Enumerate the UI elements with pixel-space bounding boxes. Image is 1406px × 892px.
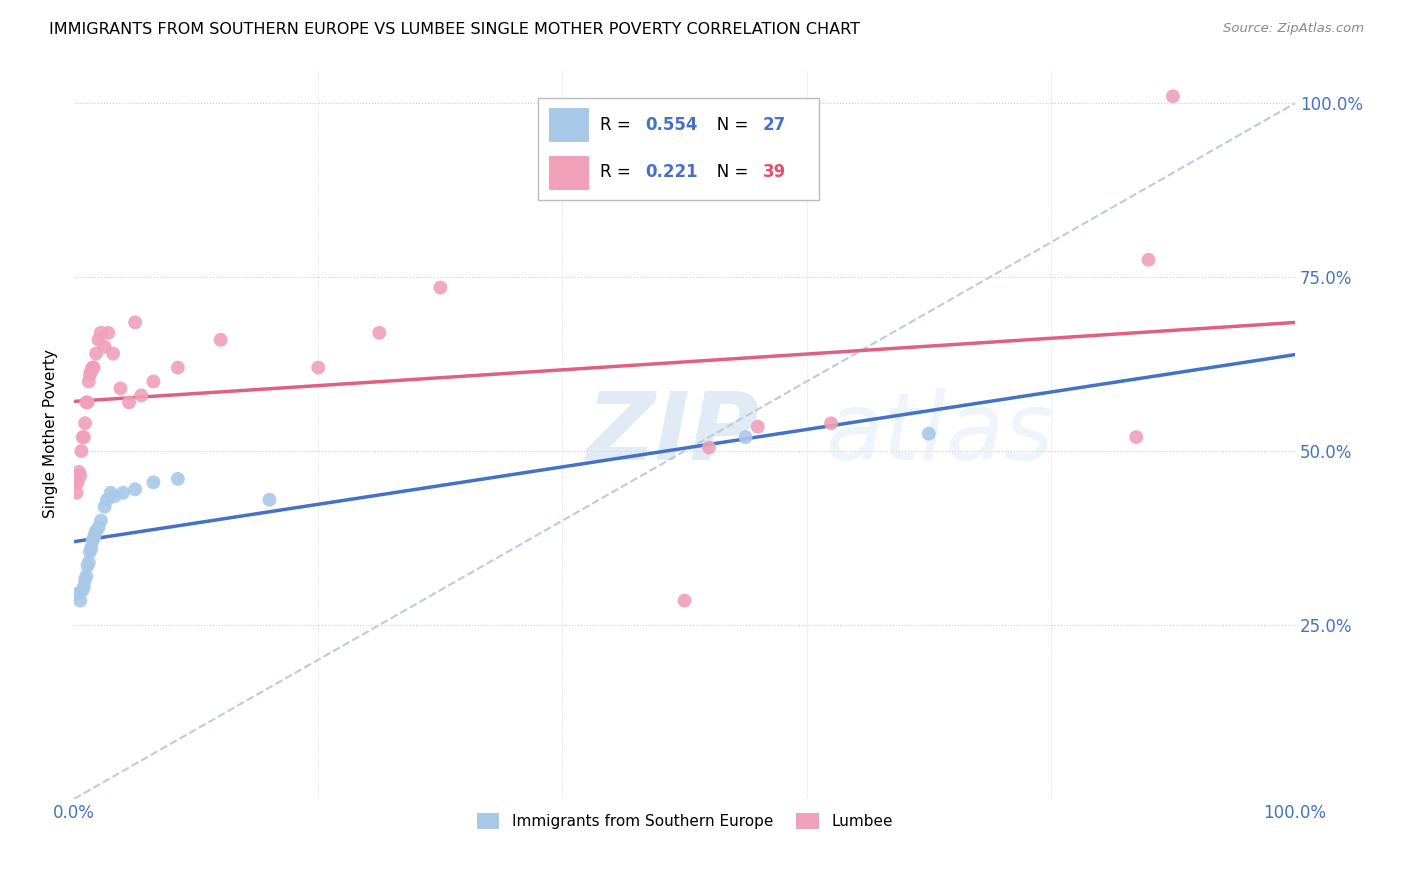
Point [93, 340, 115, 354]
Point [66, 475, 89, 490]
Text: IMMIGRANTS FROM SOUTHERN EUROPE VS LUMBEE SINGLE MOTHER POVERTY CORRELATION CHAR: IMMIGRANTS FROM SOUTHERN EUROPE VS LUMBE… [49, 22, 860, 37]
Point [70, 444, 93, 458]
Point [167, 472, 190, 486]
Point [77, 555, 100, 569]
Point [96, 492, 118, 507]
Point [75, 569, 97, 583]
Y-axis label: Single Mother Poverty: Single Mother Poverty [44, 350, 58, 518]
Point [124, 315, 146, 329]
Point [673, 593, 696, 607]
Point [124, 483, 146, 497]
Text: ZIP: ZIP [586, 388, 759, 480]
Point [820, 416, 842, 430]
Point [69, 468, 91, 483]
Point [110, 381, 132, 395]
Point [747, 419, 769, 434]
Point [73, 430, 96, 444]
Text: atlas: atlas [825, 388, 1053, 479]
Point [1137, 252, 1160, 267]
Point [77, 375, 100, 389]
Point [93, 500, 115, 514]
Point [90, 514, 112, 528]
Point [84, 524, 107, 538]
Point [697, 441, 720, 455]
Point [75, 573, 97, 587]
Point [87, 520, 110, 534]
Point [1161, 89, 1184, 103]
Point [167, 360, 190, 375]
Point [142, 375, 165, 389]
Point [87, 333, 110, 347]
Point [82, 534, 104, 549]
Point [65, 485, 87, 500]
Point [84, 347, 107, 361]
Text: Source: ZipAtlas.com: Source: ZipAtlas.com [1223, 22, 1364, 36]
Point [83, 531, 105, 545]
Legend: Immigrants from Southern Europe, Lumbee: Immigrants from Southern Europe, Lumbee [471, 806, 898, 835]
Point [368, 326, 391, 340]
Point [82, 360, 104, 375]
Point [918, 426, 941, 441]
Point [80, 541, 103, 556]
Point [103, 489, 125, 503]
Point [76, 395, 98, 409]
Point [90, 326, 112, 340]
Point [69, 593, 91, 607]
Point [101, 347, 124, 361]
Point [118, 395, 141, 409]
Point [129, 388, 152, 402]
Point [72, 430, 94, 444]
Point [734, 430, 756, 444]
Point [75, 416, 97, 430]
Point [83, 360, 105, 375]
Point [80, 364, 103, 378]
Point [72, 583, 94, 598]
Point [65, 472, 87, 486]
Point [307, 360, 329, 375]
Point [73, 580, 96, 594]
Point [111, 485, 134, 500]
Point [259, 492, 281, 507]
Point [97, 326, 120, 340]
Point [100, 485, 122, 500]
Point [66, 587, 89, 601]
Point [76, 558, 98, 573]
Point [67, 465, 90, 479]
Point [75, 395, 97, 409]
Point [1125, 430, 1147, 444]
Point [79, 368, 101, 382]
Point [429, 280, 451, 294]
Point [209, 333, 232, 347]
Point [142, 475, 165, 490]
Point [83, 527, 105, 541]
Point [79, 545, 101, 559]
